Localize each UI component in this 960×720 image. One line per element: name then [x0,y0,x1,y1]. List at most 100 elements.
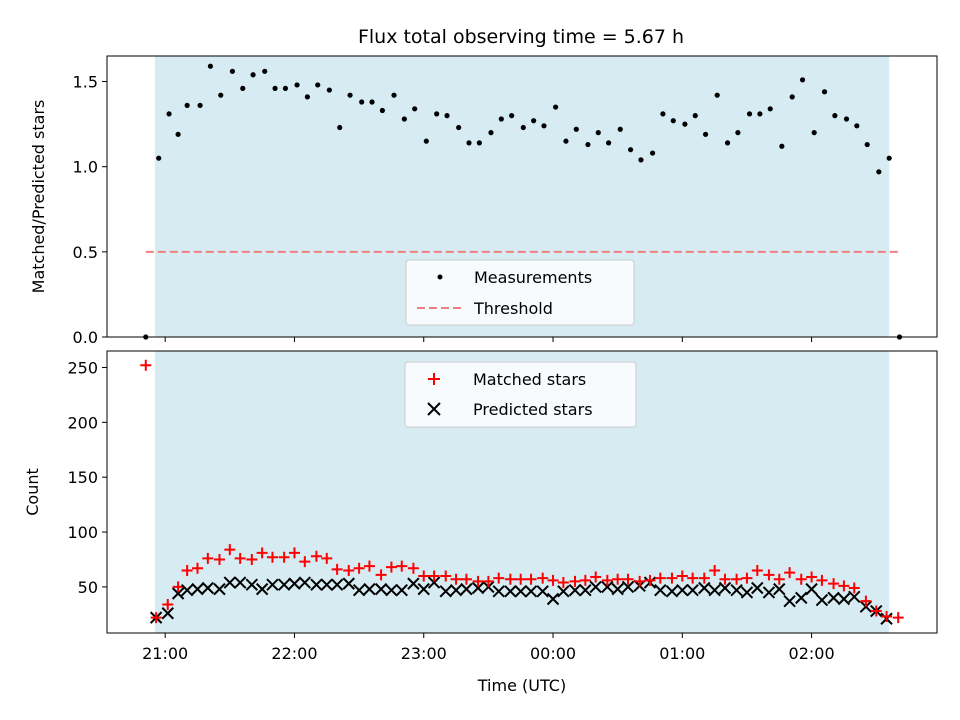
measurement-point [649,150,656,156]
measurement-point [724,140,731,146]
bottom-panel: 50 100 150 200 250 21:00 22:00 23:00 00:00 01:00… [23,350,938,695]
bottom-y-tick-label: 150 [67,468,98,487]
bottom-y-axis-label: Count [23,468,42,516]
legend-predicted-marker [427,402,441,416]
predicted-star-point [395,583,408,597]
predicted-star-point [740,586,754,599]
predicted-star-point [718,581,732,595]
matched-star-point [654,572,666,584]
measurement-point [262,68,268,74]
measurement-point [682,121,688,127]
top-axes-frame [106,55,938,338]
matched-star-point [634,575,646,587]
measurement-point [401,116,407,122]
predicted-star-point [589,580,602,594]
measurement-point [799,77,806,83]
bottom-y-tick-label: 250 [67,358,98,377]
predicted-star-point [266,578,279,591]
predicted-star-point [524,585,538,598]
measurement-point [166,111,172,117]
predicted-star-point [330,578,344,591]
matched-star-point [644,574,656,586]
matched-star-point [418,570,430,582]
matched-star-point [816,574,828,586]
matched-star-point [202,552,214,564]
measurement-point [240,85,246,91]
legend-matched-label: Matched stars [473,370,586,389]
matched-star-point [504,573,516,585]
matched-star-point [353,562,365,574]
predicted-star-point [460,582,473,596]
measurement-point [520,124,526,131]
predicted-star-point [277,578,291,591]
predicted-star-point [363,582,376,596]
measurement-point [347,92,353,98]
matched-star-point [460,573,472,585]
matched-star-point [375,569,387,581]
matched-star-point [719,573,731,585]
measurement-point [627,147,634,153]
matched-star-point [622,573,634,585]
measurement-point [272,85,278,91]
predicted-star-point [611,582,624,596]
bottom-axes-frame [106,350,938,634]
top-legend-box [405,259,635,326]
predicted-star-point [504,585,517,598]
predicted-star-point [191,582,204,596]
measurement-point [660,111,666,117]
bottom-legend: Matched stars Predicted stars [404,361,637,428]
predicted-star-point [730,583,743,597]
predicted-star-point [213,582,226,596]
measurement-point [876,169,882,175]
predicted-star-point [439,585,452,598]
measurement-point [175,131,181,137]
measurement-point [606,140,612,146]
matched-star-point [331,563,343,575]
measurement-points [143,63,903,340]
predicted-star-point [601,580,614,594]
measurement-point [702,131,709,137]
matched-star-point [590,571,602,583]
measurement-point [864,141,870,148]
top-y-axis-label: Matched/Predicted stars [29,100,48,294]
matched-star-point [256,547,268,559]
matched-star-point [741,572,753,584]
measurement-point [595,130,601,136]
predicted-star-point [698,581,711,595]
predicted-star-point [374,582,388,596]
matched-star-point [213,553,225,565]
matched-star-point [579,574,591,586]
measurement-point [315,82,321,88]
measurement-point [531,118,537,124]
matched-star-point [181,564,193,576]
measurement-point [207,63,214,69]
x-tick-label: 00:00 [530,644,576,663]
measurement-point [821,89,828,95]
measurement-point [670,118,676,124]
matched-star-point [224,544,236,556]
chart-title: Flux total observing time = 5.67 h [358,26,684,48]
matched-star-point [140,359,152,371]
measurement-point [412,106,418,112]
matched-star-point [525,573,537,585]
predicted-star-point [233,576,247,589]
predicted-star-point [827,591,840,605]
matched-star-point [601,574,613,586]
predicted-star-point [686,583,699,597]
measurement-point [456,124,462,131]
measurement-point [282,85,289,91]
matched-star-point [751,564,763,576]
matched-star-point [731,573,743,585]
predicted-star-point [568,583,582,597]
matched-star-point [557,577,569,589]
predicted-star-point [805,582,818,596]
top-y-tick-label: 1.0 [73,158,98,177]
matched-star-point [363,560,375,572]
legend-matched-marker [428,373,440,385]
measurement-point [714,92,720,98]
measurement-point [854,123,860,129]
measurement-point [617,126,623,132]
measurement-point [466,140,472,146]
bottom-y-tick-label: 50 [78,578,98,597]
predicted-star-point [385,583,398,597]
